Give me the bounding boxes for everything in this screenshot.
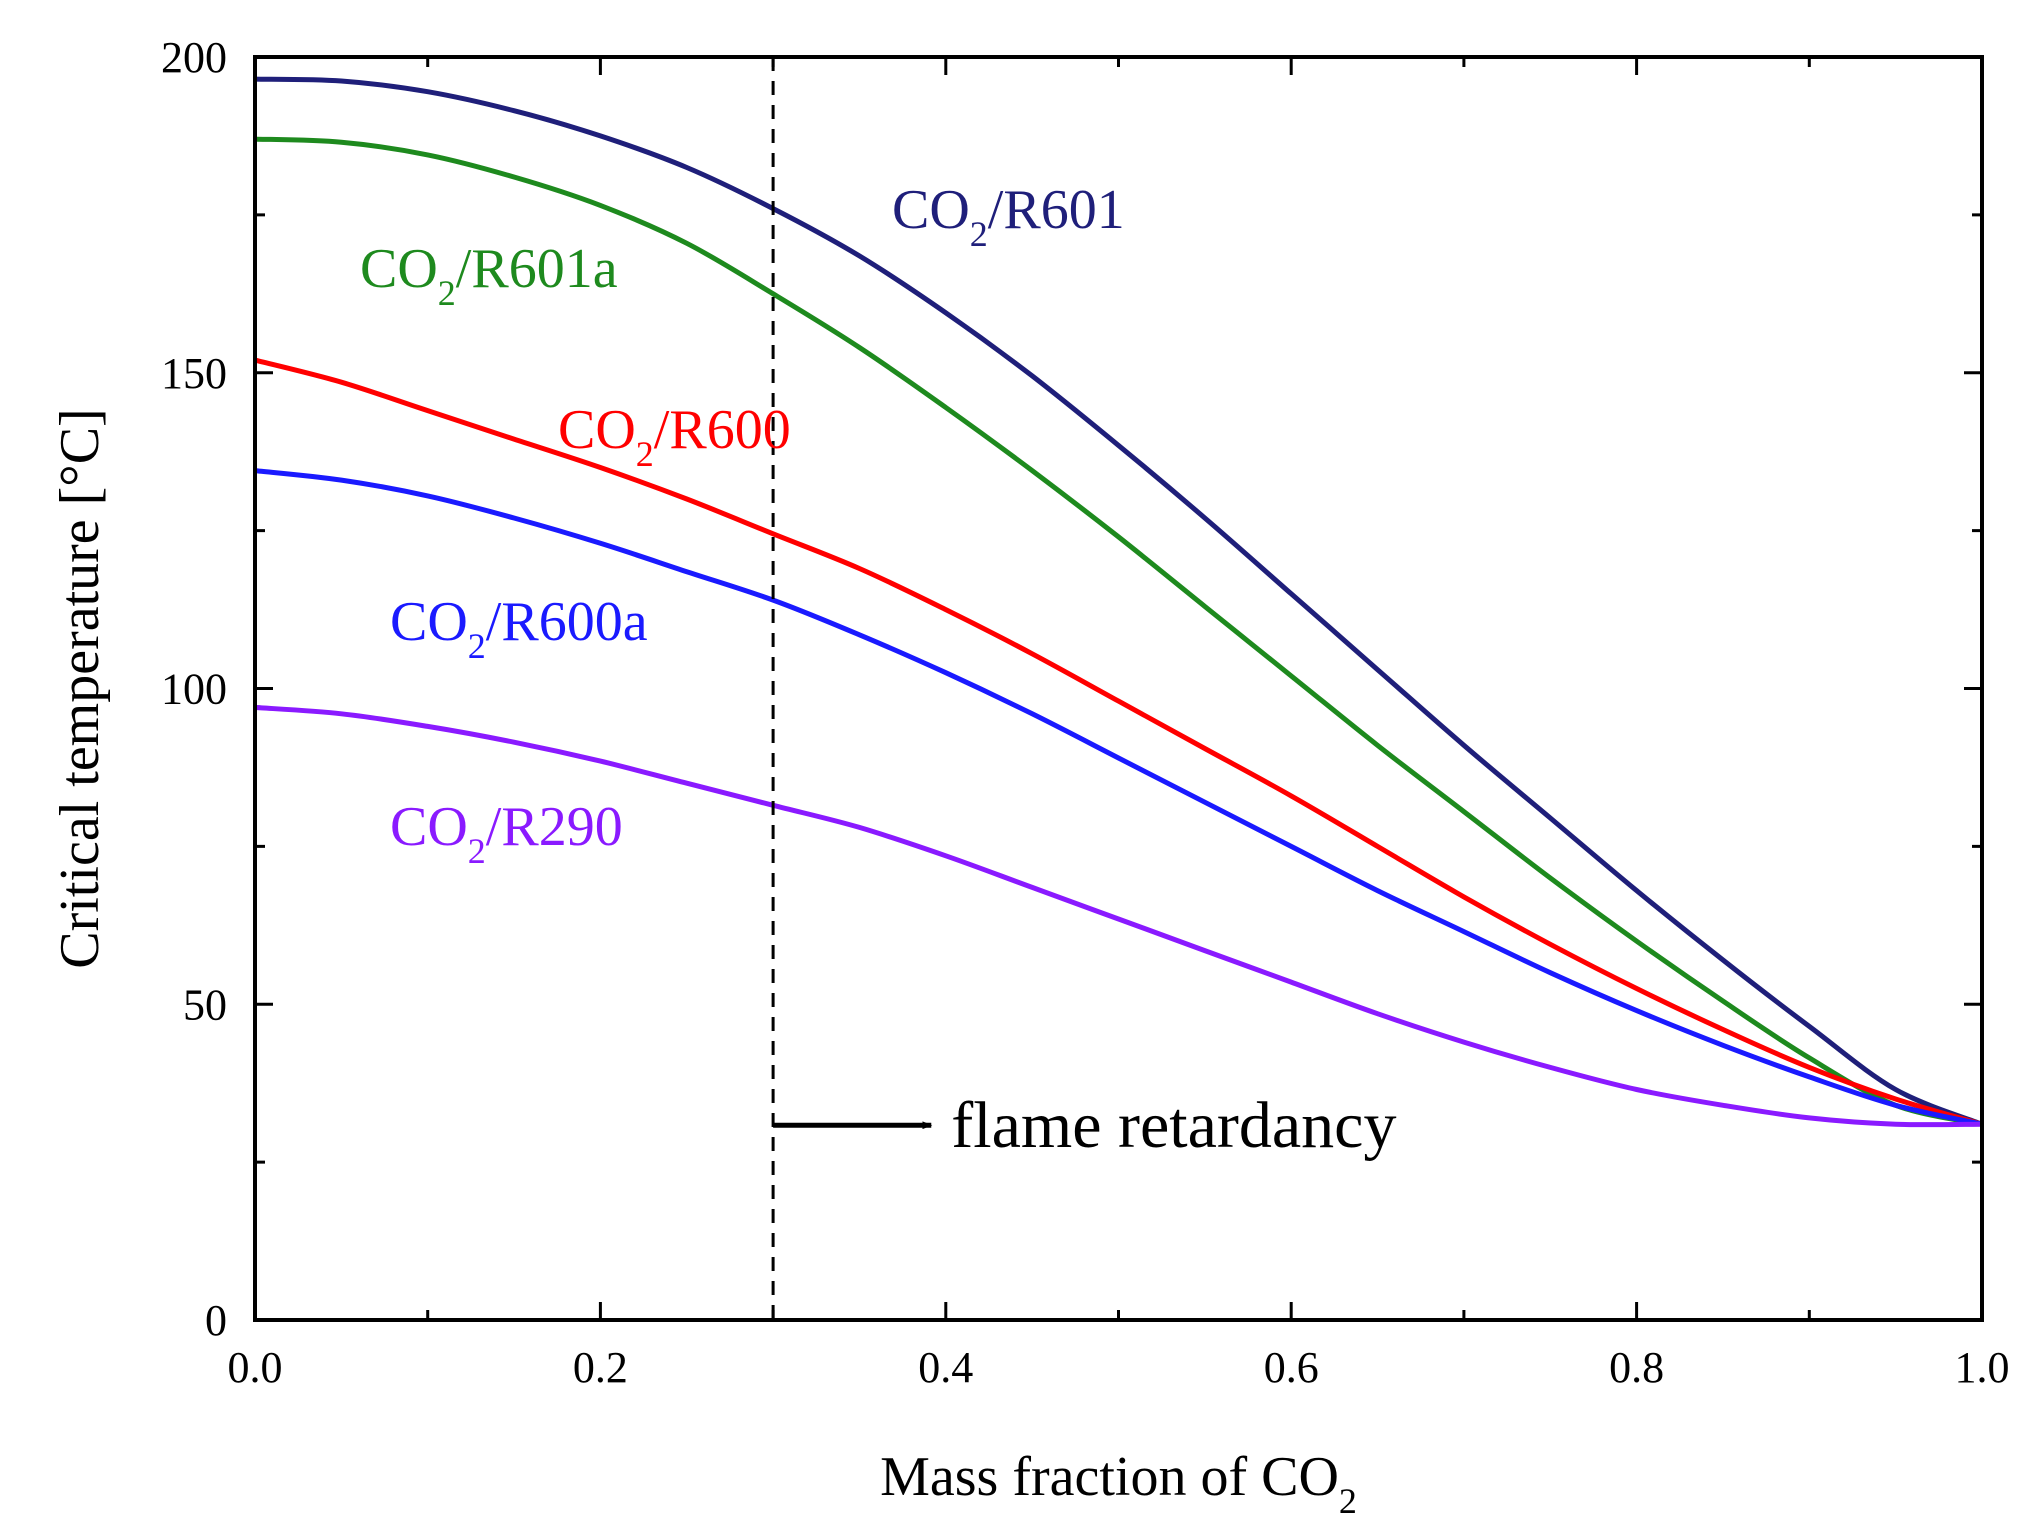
x-tick-label: 0.0 <box>228 1343 283 1392</box>
series-layer <box>254 76 1983 1128</box>
x-tick-label: 0.8 <box>1609 1343 1664 1392</box>
x-tick-label: 1.0 <box>1955 1343 2010 1392</box>
y-tick-label: 0 <box>205 1296 227 1345</box>
flame-retardancy-annotation: flame retardancy <box>951 1089 1396 1162</box>
ticks-layer: 0.0 0.2 0.4 0.6 0.8 1.0 0 50 100 150 200 <box>161 33 2010 1392</box>
series-line-co2-r600 <box>254 357 1983 1127</box>
y-tick-label: 200 <box>161 33 227 82</box>
series-label-co2-r290: CO2/R290 <box>390 796 623 871</box>
series-line-co2-r600a <box>254 468 1983 1127</box>
series-line-co2-r601a <box>254 136 1983 1127</box>
series-label-co2-r600a: CO2/R600a <box>390 591 648 666</box>
x-axis-title: Mass fraction of CO2 <box>880 1446 1357 1521</box>
series-label-co2-r601: CO2/R601 <box>892 179 1125 254</box>
y-tick-label: 100 <box>161 665 227 714</box>
series-label-co2-r601a: CO2/R601a <box>360 238 618 313</box>
series-line-co2-r290 <box>254 704 1983 1128</box>
x-tick-label: 0.6 <box>1264 1343 1319 1392</box>
series-label-co2-r600: CO2/R600 <box>558 399 791 474</box>
annotation-layer <box>771 57 933 1320</box>
y-tick-label: 50 <box>183 980 227 1029</box>
y-tick-label: 150 <box>161 349 227 398</box>
x-tick-label: 0.2 <box>573 1343 628 1392</box>
series-line-co2-r601 <box>254 76 1983 1127</box>
series-labels-layer: CO2/R601 CO2/R601a CO2/R600 CO2/R600a CO2/R2… <box>360 179 1125 871</box>
x-tick-label: 0.4 <box>918 1343 973 1392</box>
y-axis-title: Critical temperature [°C] <box>49 408 111 968</box>
